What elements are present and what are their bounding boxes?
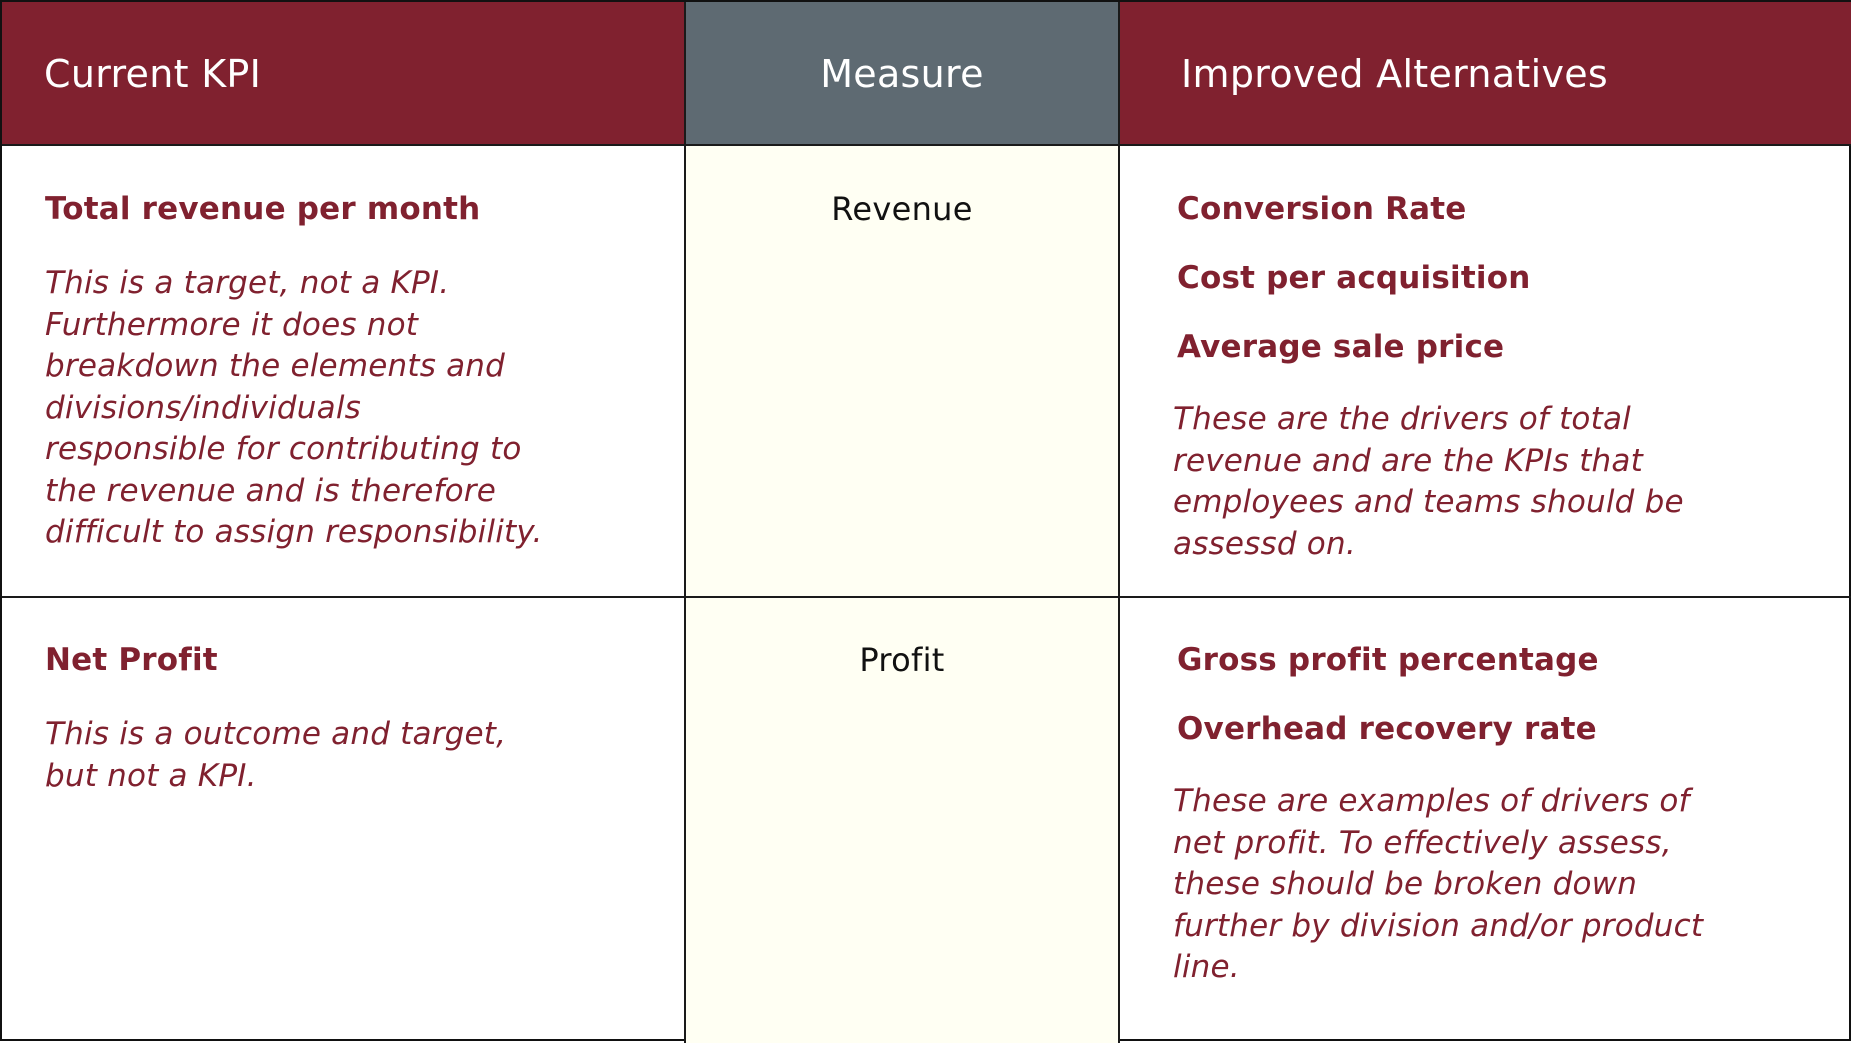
row-2-current-kpi-cell: Net Profit This is a outcome and target,… xyxy=(2,597,685,1043)
header-measure-label: Measure xyxy=(820,51,984,96)
row-1-kpi-note-line: divisions/individuals xyxy=(45,389,362,426)
alternative-item: Conversion Rate xyxy=(1177,191,1467,227)
row-2-alternatives-list: Gross profit percentage Overhead recover… xyxy=(1177,640,1823,749)
row-1-kpi-note-line: difficult to assign responsibility. xyxy=(45,514,543,550)
row-1-alt-note-line: revenue and are the KPIs that xyxy=(1173,442,1643,479)
alternative-item: Gross profit percentage xyxy=(1177,642,1599,678)
header-divider xyxy=(2,144,1851,146)
row-1-alternatives-note: These are the drivers of total revenue a… xyxy=(1173,399,1823,565)
row-1-kpi-title: Total revenue per month xyxy=(45,191,481,227)
row-2-alt-note-line: line. xyxy=(1173,949,1240,985)
header-improved-alternatives-label: Improved Alternatives xyxy=(1181,51,1609,96)
row-1-current-kpi-cell: Total revenue per month This is a target… xyxy=(2,145,685,597)
row-1-kpi-note-line: Furthermore it does not xyxy=(45,306,419,343)
row-1-kpi-note-line: responsible for contributing to xyxy=(45,431,522,467)
row-2-alt-note-line: These are examples of drivers of xyxy=(1173,783,1690,819)
row-1-alternatives-list: Conversion Rate Cost per acquisition Ave… xyxy=(1177,189,1823,367)
header-improved-alternatives: Improved Alternatives xyxy=(1119,2,1851,145)
row-2-alt-note-line: net profit. To effectively assess, xyxy=(1173,824,1672,861)
alternative-item: Overhead recovery rate xyxy=(1177,711,1597,747)
row-2-alt-note-line: these should be broken down xyxy=(1173,866,1638,902)
row-2-alt-note-line: further by division and/or product xyxy=(1173,907,1704,944)
row-2-alternatives-cell: Gross profit percentage Overhead recover… xyxy=(1119,597,1851,1043)
row-1-alternatives-cell: Conversion Rate Cost per acquisition Ave… xyxy=(1119,145,1851,597)
column-divider-1 xyxy=(684,2,686,1043)
row-1-kpi-note: This is a target, not a KPI. Furthermore… xyxy=(45,263,665,554)
alternative-item: Cost per acquisition xyxy=(1177,260,1531,296)
row-2-kpi-title: Net Profit xyxy=(45,642,218,678)
row-2-kpi-note-line: but not a KPI. xyxy=(45,757,257,794)
header-current-kpi-label: Current KPI xyxy=(44,51,262,96)
row-2-kpi-note: This is a outcome and target, but not a … xyxy=(45,714,665,797)
header-current-kpi: Current KPI xyxy=(2,2,685,145)
row-2-kpi-note-line: This is a outcome and target, xyxy=(45,716,507,752)
row-1-measure-value: Revenue xyxy=(831,190,973,228)
row-1-kpi-note-line: breakdown the elements and xyxy=(45,348,506,384)
row-1-measure-cell: Revenue xyxy=(685,145,1119,597)
row-1-alt-note-line: assessd on. xyxy=(1173,525,1356,562)
row-1-kpi-note-line: the revenue and is therefore xyxy=(45,472,496,509)
row-1-alt-note-line: These are the drivers of total xyxy=(1173,401,1631,437)
column-divider-2 xyxy=(1118,2,1120,1043)
alternative-item: Average sale price xyxy=(1177,329,1505,365)
row-2-measure-value: Profit xyxy=(859,641,945,679)
row-divider xyxy=(2,596,1851,598)
row-1-alt-note-line: employees and teams should be xyxy=(1173,484,1684,520)
row-2-measure-cell: Profit xyxy=(685,597,1119,1043)
row-1-kpi-note-line: This is a target, not a KPI. xyxy=(45,265,450,301)
row-2-alternatives-note: These are examples of drivers of net pro… xyxy=(1173,781,1823,989)
header-measure: Measure xyxy=(685,2,1119,145)
